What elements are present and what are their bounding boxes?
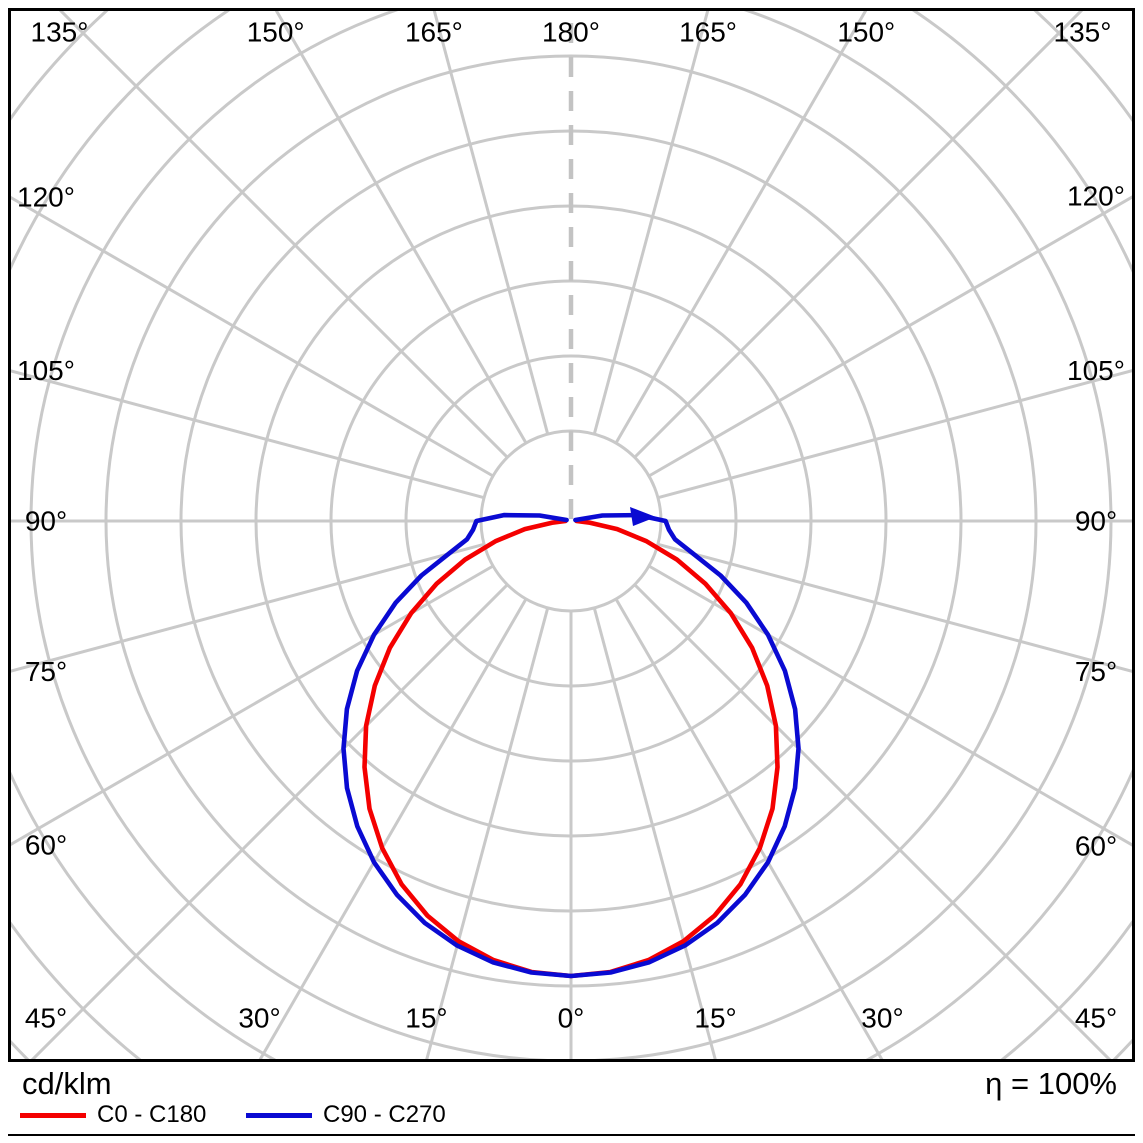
angle-label-135deg: 135°: [1054, 17, 1112, 48]
angle-labels: 0° 15° 30° 45° 60° 75° 90° 105° 120° 135° 150° 165°…: [17, 17, 1125, 1034]
intensity-curves: [341, 507, 801, 979]
legend-swatch-c0-c180: [20, 1112, 86, 1118]
legend-label-c90-c270: C90 - C270: [323, 1101, 446, 1128]
angle-label-90deg: 90°: [25, 506, 67, 537]
angle-label-135deg: 135°: [31, 17, 89, 48]
angle-label-15deg: 15°: [694, 1003, 736, 1034]
angle-label-45deg: 45°: [25, 1003, 67, 1034]
angle-label-45deg: 45°: [1075, 1003, 1117, 1034]
bottom-divider: [8, 1134, 1135, 1136]
angle-label-150deg: 150°: [837, 17, 895, 48]
angle-label-105deg: 105°: [17, 355, 75, 386]
legend-item-c90-c270: C90 - C270: [246, 1101, 446, 1129]
legend-item-c0-c180: C0 - C180: [20, 1101, 206, 1129]
curve-direction-arrow-icon: [630, 507, 656, 526]
angle-label-120deg: 120°: [1067, 181, 1125, 212]
angle-label-30deg: 30°: [238, 1003, 280, 1034]
polar-diagram: 0° 15° 30° 45° 60° 75° 90° 105° 120° 135° 150° 165°…: [8, 8, 1135, 1062]
angle-label-120deg: 120°: [17, 181, 75, 212]
angle-label-105deg: 105°: [1067, 355, 1125, 386]
legend-swatch-c90-c270: [246, 1112, 312, 1118]
legend-label-c0-c180: C0 - C180: [97, 1101, 207, 1128]
angle-label-150deg: 150°: [247, 17, 305, 48]
angle-label-90deg: 90°: [1075, 506, 1117, 537]
angle-label-165deg: 165°: [405, 17, 463, 48]
angle-label-60deg: 60°: [1075, 830, 1117, 861]
angle-label-75deg: 75°: [25, 656, 67, 687]
angle-label-30deg: 30°: [861, 1003, 903, 1034]
angle-label-0deg: 0°: [558, 1003, 585, 1034]
diagram-border: [8, 8, 1135, 1062]
angle-label-180deg: 180°: [542, 17, 600, 48]
angle-label-165deg: 165°: [679, 17, 737, 48]
polar-grid: [11, 11, 1132, 1059]
efficiency-label: η = 100%: [985, 1066, 1117, 1101]
angle-label-60deg: 60°: [25, 830, 67, 861]
angle-label-15deg: 15°: [405, 1003, 447, 1034]
unit-label: cd/klm: [22, 1066, 112, 1101]
series-curve-c90-c270: [341, 512, 801, 979]
angle-label-75deg: 75°: [1075, 656, 1117, 687]
